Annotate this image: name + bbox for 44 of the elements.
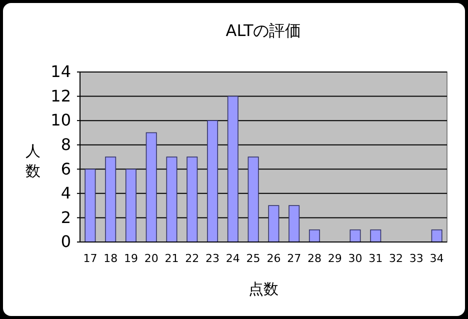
bar	[370, 229, 382, 242]
bar	[268, 205, 280, 242]
bar	[105, 156, 116, 242]
x-tick-label: 31	[368, 252, 383, 265]
bar	[186, 156, 198, 242]
x-tick-label: 19	[124, 252, 138, 265]
y-tick-label: 2	[60, 208, 71, 227]
y-tick-label: 10	[50, 110, 71, 130]
chart-title: ALTの評価	[226, 21, 302, 40]
x-tick-label: 33	[409, 252, 424, 265]
y-axis-title: 人数	[26, 142, 40, 180]
bar	[166, 156, 178, 242]
bar	[227, 96, 238, 242]
x-tick-label: 32	[389, 252, 404, 265]
bar	[288, 205, 300, 242]
x-tick-label: 18	[104, 252, 118, 265]
y-tick-label: 12	[50, 86, 71, 106]
x-axis-title: 点数	[248, 280, 278, 298]
bar	[125, 168, 136, 242]
x-tick-label: 26	[266, 252, 281, 265]
bar	[146, 132, 157, 242]
y-tick-label: 8	[60, 134, 71, 154]
bar	[308, 229, 320, 242]
x-tick-label: 25	[246, 252, 260, 265]
bar	[84, 168, 96, 242]
y-tick-label: 14	[50, 62, 71, 82]
x-tick-label: 27	[287, 252, 302, 265]
x-tick-label: 29	[328, 252, 342, 265]
x-tick-label: 21	[164, 252, 179, 265]
bar	[207, 120, 218, 242]
x-tick-label: 20	[144, 252, 158, 265]
y-tick-label: 0	[60, 232, 71, 252]
y-tick-label: 4	[60, 184, 71, 203]
x-tick-label: 22	[185, 252, 200, 265]
x-tick-label: 34	[430, 252, 444, 265]
bar	[248, 156, 259, 242]
bar	[431, 229, 442, 242]
x-tick-label: 23	[206, 252, 220, 265]
x-tick-label: 30	[348, 252, 362, 265]
x-tick-label: 17	[83, 252, 98, 265]
x-tick-label: 28	[307, 252, 322, 265]
y-tick-label: 6	[60, 159, 71, 178]
bar	[350, 229, 361, 242]
x-tick-label: 24	[226, 252, 240, 265]
